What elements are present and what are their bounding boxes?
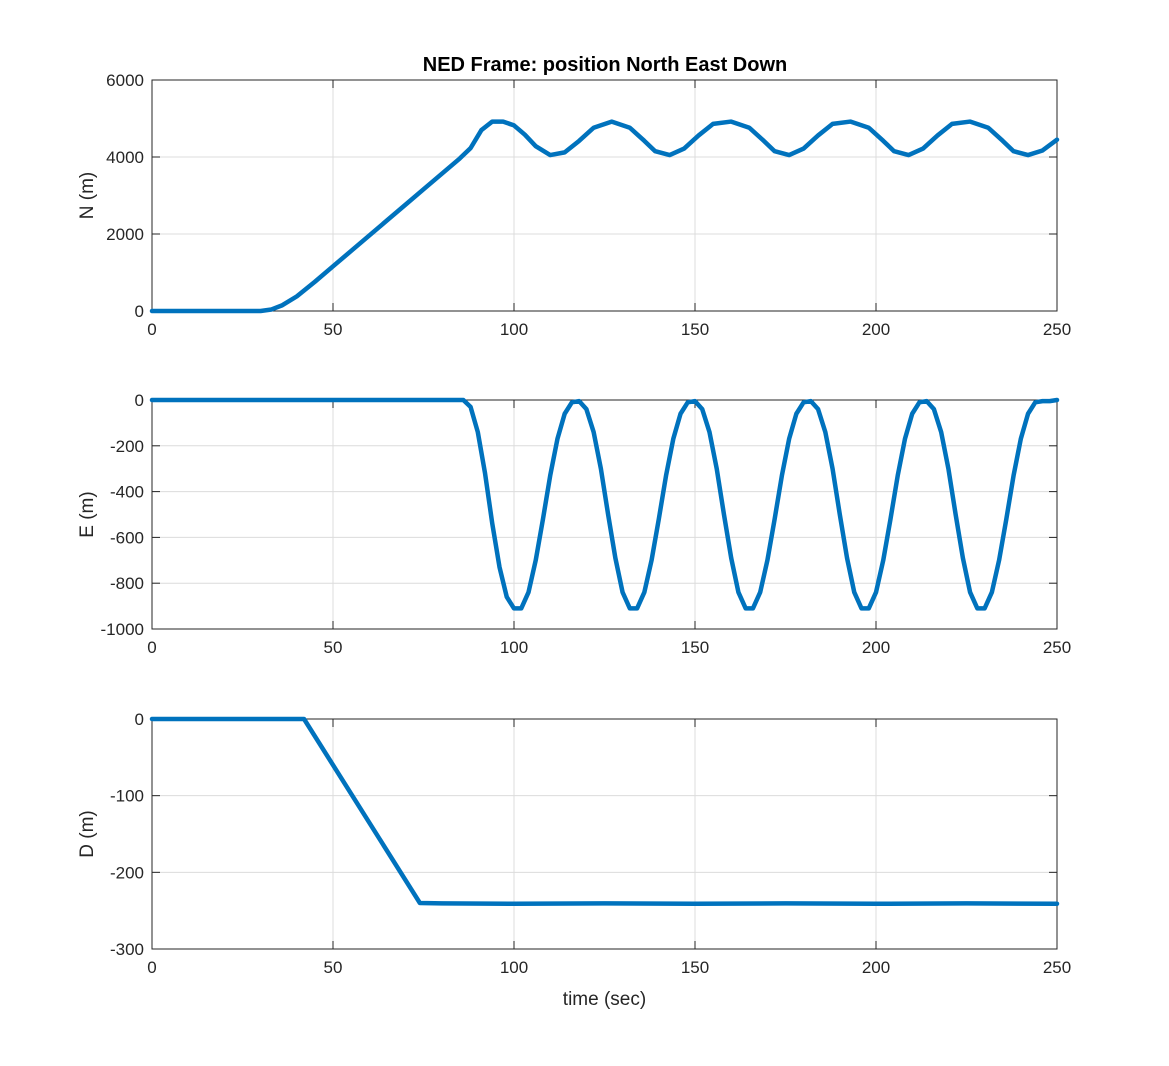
north-ylabel: N (m) [77,172,98,219]
north-ytick-label: 6000 [106,71,144,90]
down-xlabel: time (sec) [563,989,646,1010]
east-ytick-label: -200 [110,437,144,456]
down-xtick-label: 0 [147,958,156,977]
down-axes-box [151,718,1058,950]
north-ytick-label: 4000 [106,148,144,167]
north-subplot: 0 50 100 150 200 250 0 2000 4000 6000 N (m) [77,71,1071,339]
east-series-line [149,397,1060,611]
down-xtick-label: 200 [862,958,890,977]
east-ytick-label: -400 [110,483,144,502]
north-xtick-label: 50 [324,320,343,339]
figure-title: NED Frame: position North East Down [423,54,787,76]
north-axes-box [151,79,1058,312]
east-ytick-label: -1000 [101,620,144,639]
down-xtick-label: 250 [1043,958,1071,977]
down-plot-area [151,718,1058,950]
down-xtick-label: 100 [500,958,528,977]
east-xtick-label: 150 [681,638,709,657]
north-xtick-label: 100 [500,320,528,339]
east-ytick-label: -800 [110,574,144,593]
north-xtick-label: 200 [862,320,890,339]
north-series-line [149,119,1060,314]
east-subplot: 0 50 100 150 200 250 -1000 -800 -600 -400 -200 0 E (… [77,391,1071,657]
east-xtick-label: 50 [324,638,343,657]
east-ytick-label: -600 [110,528,144,547]
down-ylabel: D (m) [77,810,98,857]
east-ylabel: E (m) [77,491,98,537]
east-ytick-label: 0 [135,391,144,410]
east-plot-area [151,399,1058,630]
down-xtick-label: 150 [681,958,709,977]
east-axes-box [151,399,1058,630]
east-xtick-label: 0 [147,638,156,657]
down-xtick-label: 50 [324,958,343,977]
down-ytick-label: 0 [135,710,144,729]
down-series-line [149,716,1060,907]
north-ytick-label: 2000 [106,225,144,244]
north-xtick-label: 250 [1043,320,1071,339]
north-xtick-label: 0 [147,320,156,339]
east-xtick-label: 200 [862,638,890,657]
north-plot-area [151,79,1058,312]
down-ytick-label: -200 [110,863,144,882]
east-xtick-label: 250 [1043,638,1071,657]
east-xtick-label: 100 [500,638,528,657]
down-ytick-label: -300 [110,940,144,959]
down-ytick-label: -100 [110,787,144,806]
north-ytick-label: 0 [135,302,144,321]
down-subplot: 0 50 100 150 200 250 -300 -200 -100 0 D (m) time (s… [77,710,1071,1010]
north-xtick-label: 150 [681,320,709,339]
